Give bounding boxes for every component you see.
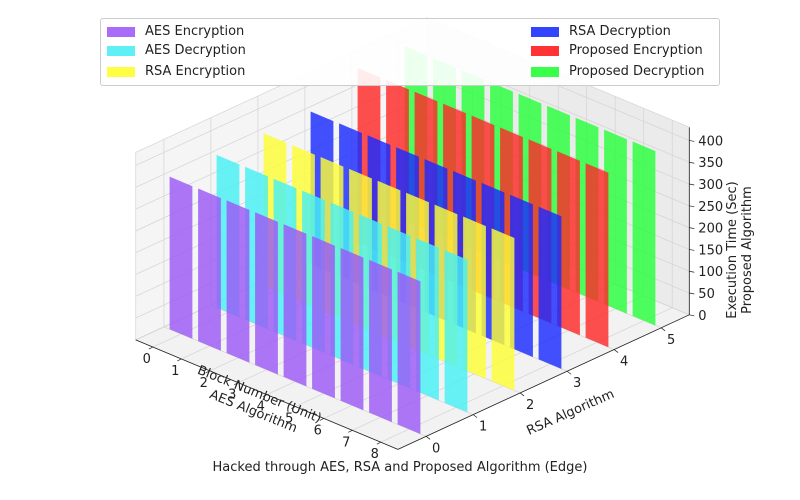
bar	[397, 271, 421, 434]
legend: AES Encryption AES Decryption RSA Encryp…	[100, 18, 720, 86]
bar	[463, 216, 486, 379]
bar	[340, 248, 364, 411]
bar	[416, 238, 439, 401]
legend-item-proposed-encryption: Proposed Encryption	[531, 43, 703, 61]
legend-swatch	[107, 66, 135, 77]
z-tick-label: 300	[698, 178, 723, 193]
bar	[585, 163, 609, 348]
legend-swatch	[531, 45, 559, 56]
bar	[169, 176, 193, 339]
bar	[632, 141, 656, 326]
z-tick-label: 350	[698, 156, 723, 171]
chart-caption: Hacked through AES, RSA and Proposed Alg…	[212, 460, 588, 475]
bar	[557, 151, 580, 336]
x-tick-label: 2	[200, 376, 208, 391]
legend-item-rsa-decryption: RSA Decryption	[531, 24, 671, 42]
y-tick-label: 4	[620, 355, 628, 370]
y-tick-label: 3	[573, 376, 581, 391]
y-tick	[613, 349, 619, 353]
z-tick	[689, 161, 695, 164]
bar	[255, 212, 278, 375]
y-tick-label: 2	[526, 398, 534, 413]
legend-label: Proposed Encryption	[569, 43, 703, 58]
x-tick-label: 3	[228, 388, 236, 403]
z-tick	[689, 292, 695, 295]
x-tick-label: 4	[257, 400, 265, 415]
z-tick-label: 200	[698, 222, 723, 237]
y-tick	[519, 392, 525, 397]
y-tick-label: 1	[479, 420, 487, 435]
x-tick	[205, 370, 210, 374]
x-tick-label: 0	[143, 352, 151, 367]
x-tick-label: 1	[171, 364, 179, 379]
bar	[538, 206, 562, 369]
bar	[491, 228, 515, 391]
bar	[198, 188, 221, 351]
bar	[283, 224, 307, 387]
legend-swatch	[107, 26, 135, 37]
z-tick-label: 250	[698, 200, 723, 215]
legend-label: RSA Encryption	[145, 64, 246, 79]
bar	[444, 250, 468, 413]
y-tick	[472, 414, 478, 418]
y-axis-title: RSA Algorithm	[524, 387, 616, 439]
z-tick	[689, 227, 695, 229]
legend-label: AES Decryption	[145, 43, 246, 58]
x-tick	[376, 441, 381, 445]
grid-line	[380, 307, 673, 443]
x-tick-label: 8	[371, 447, 379, 462]
legend-label: AES Encryption	[145, 24, 245, 39]
legend-item-aes-decryption: AES Decryption	[107, 43, 246, 61]
y-tick-label: 0	[432, 441, 440, 456]
y-tick	[425, 436, 431, 440]
x-tick	[319, 418, 324, 421]
z-tick-label: 150	[698, 243, 723, 258]
legend-item-rsa-encryption: RSA Encryption	[107, 64, 245, 82]
x-tick	[262, 394, 267, 397]
z-tick	[689, 270, 695, 273]
legend-label: RSA Decryption	[569, 24, 671, 39]
z-tick-label: 400	[698, 134, 723, 149]
z-axis-title: Execution Time (Sec)	[725, 181, 740, 318]
legend-swatch	[107, 45, 135, 56]
x-tick	[234, 382, 239, 386]
x-tick-label: 6	[314, 423, 322, 438]
z-tick	[689, 249, 695, 251]
x-tick	[348, 430, 353, 433]
legend-label: Proposed Decryption	[569, 64, 705, 79]
bar	[604, 129, 627, 314]
z-tick	[689, 140, 695, 142]
z-tick	[689, 183, 695, 186]
x-tick-label: 7	[342, 435, 350, 450]
bar	[369, 259, 392, 423]
legend-swatch	[531, 66, 559, 77]
y-tick	[660, 327, 666, 332]
y-tick	[566, 370, 572, 375]
legend-item-proposed-decryption: Proposed Decryption	[531, 64, 704, 82]
x-tick-label: 5	[285, 412, 293, 427]
bar	[226, 200, 250, 363]
z-tick	[689, 205, 695, 208]
y-tick-label: 5	[667, 333, 675, 348]
z-tick-label: 50	[698, 287, 715, 302]
bar	[510, 194, 533, 357]
y-axis-line	[397, 314, 690, 450]
z-tick-label: 0	[698, 309, 706, 324]
legend-swatch	[531, 26, 559, 37]
z-axis-subtitle: Proposed Algorithm	[740, 186, 755, 314]
z-tick-label: 100	[698, 265, 723, 280]
x-tick	[177, 358, 182, 362]
x-tick	[148, 346, 153, 350]
legend-item-aes-encryption: AES Encryption	[107, 24, 244, 42]
bar	[312, 236, 335, 399]
z-tick	[689, 314, 695, 317]
x-tick	[291, 406, 296, 409]
